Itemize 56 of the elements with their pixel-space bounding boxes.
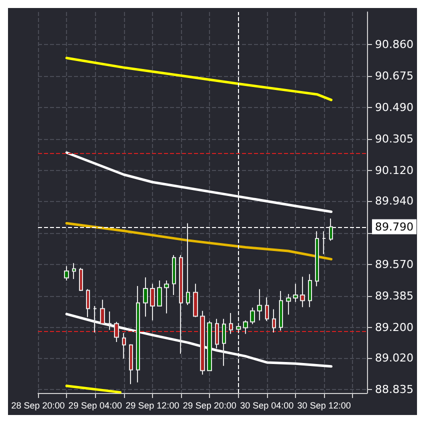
- y-tick-label: 89.940: [375, 194, 414, 208]
- candlestick: [308, 274, 312, 308]
- candlestick: [172, 254, 176, 296]
- candlestick: [93, 306, 97, 333]
- candlestick: [236, 322, 241, 332]
- y-tick-label: 90.120: [375, 164, 414, 178]
- candlestick: [257, 288, 262, 321]
- candlestick: [329, 218, 333, 242]
- y-tick-label: 89.020: [375, 352, 414, 365]
- candlestick: [300, 276, 305, 308]
- candlestick: [250, 307, 255, 325]
- candlestick: [200, 310, 205, 376]
- x-tick-label: 30 Sep 04:00: [240, 400, 294, 410]
- y-tick-label: 89.200: [375, 320, 414, 334]
- y-tick-label: 88.835: [375, 383, 414, 396]
- x-tick-label: 28 Sep 20:00: [11, 400, 65, 410]
- candlestick: [272, 308, 276, 333]
- ref-line-label: 89.790: [375, 220, 414, 234]
- candlestick: [222, 318, 226, 366]
- y-tick-label: 90.490: [375, 100, 414, 114]
- candlestick: [107, 311, 112, 330]
- candlestick: [86, 288, 90, 318]
- x-tick-label: 30 Sep 12:00: [297, 400, 351, 410]
- candlestick: [72, 262, 76, 280]
- y-tick-label: 90.860: [375, 38, 414, 51]
- candlestick: [243, 320, 248, 334]
- candlestick: [79, 267, 83, 292]
- candlestick: [315, 230, 319, 287]
- candlestick: [114, 321, 119, 343]
- candlestick: [129, 344, 133, 385]
- candlestick: [143, 276, 148, 318]
- x-tick-label: 29 Sep 12:00: [126, 400, 180, 410]
- candlestick: [164, 280, 169, 314]
- candlestick: [136, 285, 140, 383]
- y-tick-label: 89.385: [375, 289, 414, 302]
- x-tick-label: 29 Sep 20:00: [182, 400, 236, 410]
- candlestick: [215, 318, 219, 349]
- candlestick: [279, 290, 283, 332]
- y-tick-label: 90.305: [375, 132, 414, 146]
- candlestick: [207, 320, 212, 372]
- candlestick: [293, 283, 298, 302]
- candlestick: [122, 332, 126, 360]
- candlestick: [265, 296, 269, 322]
- candlestick: [193, 283, 198, 318]
- candlestick: [322, 230, 326, 255]
- candlestick: [64, 266, 69, 281]
- y-tick-label: 90.675: [375, 69, 414, 82]
- y-tick-label: 89.570: [375, 258, 414, 271]
- candlestick: [157, 280, 162, 307]
- candlestick: [186, 222, 190, 306]
- candlestick: [229, 312, 233, 334]
- candlestick: [286, 293, 291, 316]
- candlestick: [150, 283, 155, 321]
- x-tick-label: 29 Sep 04:00: [68, 400, 122, 410]
- candlestick: [179, 254, 183, 354]
- candlestick: [100, 299, 105, 324]
